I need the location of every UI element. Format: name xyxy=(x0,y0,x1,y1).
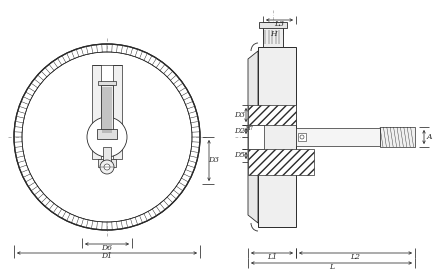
Bar xyxy=(98,81,116,85)
Circle shape xyxy=(104,164,110,170)
Circle shape xyxy=(22,52,192,222)
Bar xyxy=(248,149,314,175)
Text: D1: D1 xyxy=(102,253,112,261)
Polygon shape xyxy=(248,51,258,223)
Bar xyxy=(97,129,117,139)
Bar xyxy=(258,47,296,227)
Text: H7: H7 xyxy=(246,125,254,130)
Text: L2: L2 xyxy=(351,253,361,261)
Bar xyxy=(98,159,116,167)
Text: D2: D2 xyxy=(234,127,245,135)
Text: L: L xyxy=(329,263,334,271)
Circle shape xyxy=(87,117,127,157)
Text: D5: D5 xyxy=(234,151,245,159)
Bar xyxy=(103,147,111,162)
Text: D3: D3 xyxy=(208,156,219,164)
Text: L1: L1 xyxy=(267,253,277,261)
Circle shape xyxy=(100,160,114,174)
Bar xyxy=(296,128,380,146)
Circle shape xyxy=(23,53,191,221)
Bar xyxy=(259,22,287,28)
Text: H: H xyxy=(270,30,276,38)
Bar xyxy=(380,127,415,147)
Bar xyxy=(248,105,296,125)
Bar xyxy=(92,65,101,159)
Text: A: A xyxy=(426,133,432,141)
Bar xyxy=(263,22,283,47)
Circle shape xyxy=(14,44,200,230)
Text: D3: D3 xyxy=(234,111,245,119)
Bar xyxy=(248,125,264,149)
Bar xyxy=(298,133,306,141)
Bar xyxy=(101,85,113,135)
Circle shape xyxy=(300,135,304,139)
Bar xyxy=(113,65,122,159)
Text: L3: L3 xyxy=(275,20,285,28)
Text: D6: D6 xyxy=(102,244,112,252)
